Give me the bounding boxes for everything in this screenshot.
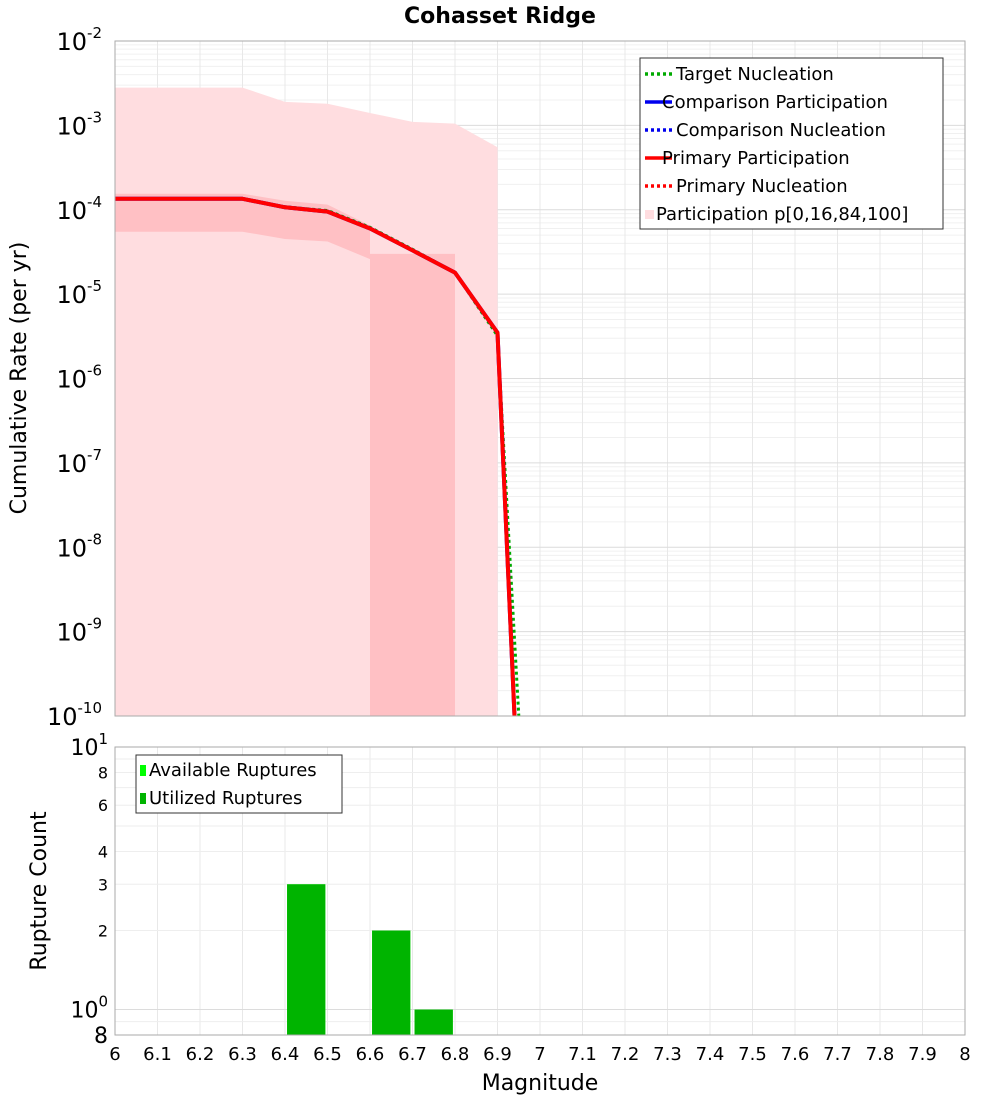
x-tick-label: 7.3 bbox=[653, 1044, 682, 1065]
x-tick-label: 7.1 bbox=[568, 1044, 597, 1065]
top-y-tick-label: 10-9 bbox=[56, 615, 102, 647]
top-y-tick-label: 10-5 bbox=[56, 277, 102, 309]
x-tick-label: 6.2 bbox=[186, 1044, 215, 1065]
top-y-tick-label: 10-10 bbox=[47, 699, 102, 731]
legend-label: Target Nucleation bbox=[675, 64, 834, 85]
legend-label: Participation p[0,16,84,100] bbox=[656, 204, 908, 225]
utilized-rupture-bar bbox=[372, 930, 411, 1035]
legend-label: Comparison Participation bbox=[662, 92, 888, 113]
x-tick-label: 7.5 bbox=[738, 1044, 767, 1065]
utilized-rupture-bar bbox=[287, 884, 326, 1035]
top-y-axis-label: Cumulative Rate (per yr) bbox=[7, 242, 32, 515]
bottom-plot-frame bbox=[114, 746, 966, 1036]
x-tick-label: 6.7 bbox=[398, 1044, 427, 1065]
legend-swatch bbox=[140, 793, 146, 804]
series-line-primary-nucleation bbox=[115, 197, 516, 717]
legend-label: Utilized Ruptures bbox=[149, 788, 302, 809]
participation-band-inner bbox=[115, 193, 455, 716]
bottom-y-tick-label: 2 bbox=[98, 922, 108, 941]
bottom-y-axis-label: Rupture Count bbox=[27, 811, 52, 971]
legend-swatch bbox=[140, 765, 146, 776]
chart-title: Cohasset Ridge bbox=[404, 4, 596, 29]
utilized-rupture-bar bbox=[414, 1009, 453, 1035]
x-tick-label: 6.5 bbox=[313, 1044, 342, 1065]
bottom-legend-box bbox=[135, 754, 343, 814]
top-legend-box bbox=[639, 57, 944, 230]
x-tick-label: 6.8 bbox=[441, 1044, 470, 1065]
legend-swatch bbox=[645, 210, 654, 219]
top-y-tick-label: 10-6 bbox=[56, 362, 102, 394]
x-tick-label: 6.9 bbox=[483, 1044, 512, 1065]
x-tick-label: 7.6 bbox=[781, 1044, 810, 1065]
x-tick-label: 7.7 bbox=[823, 1044, 852, 1065]
bottom-y-tick-label: 8 bbox=[94, 1024, 108, 1049]
top-y-tick-label: 10-8 bbox=[56, 530, 102, 562]
top-plot-frame bbox=[114, 40, 966, 717]
top-plot-panel: 10-10 10-9 10-8 10-7 10-6 10-5 10-4 10-3 10-2 Tar… bbox=[47, 24, 966, 731]
bottom-y-tick-label: 6 bbox=[98, 796, 108, 815]
x-tick-label: 7.4 bbox=[696, 1044, 725, 1065]
bottom-y-tick-label: 4 bbox=[98, 842, 108, 861]
top-y-tick-label: 10-4 bbox=[56, 193, 102, 225]
x-tick-label: 8 bbox=[959, 1044, 970, 1065]
x-tick-label: 6.6 bbox=[356, 1044, 385, 1065]
x-tick-label: 7.8 bbox=[866, 1044, 895, 1065]
x-tick-label: 7.2 bbox=[611, 1044, 640, 1065]
x-tick-label: 6 bbox=[109, 1044, 120, 1065]
bottom-y-tick-label: 100 bbox=[70, 993, 108, 1024]
bottom-y-tick-label: 101 bbox=[70, 730, 108, 761]
legend-label: Available Ruptures bbox=[149, 760, 317, 781]
x-tick-label: 6.1 bbox=[143, 1044, 172, 1065]
legend-label: Comparison Nucleation bbox=[676, 120, 886, 141]
top-y-tick-label: 10-7 bbox=[56, 446, 102, 478]
top-y-tick-label: 10-3 bbox=[56, 108, 102, 140]
x-tick-label: 6.4 bbox=[271, 1044, 300, 1065]
bottom-y-tick-label: 8 bbox=[98, 763, 108, 782]
x-axis-label: Magnitude bbox=[482, 1071, 599, 1096]
bottom-y-tick-label: 3 bbox=[98, 875, 108, 894]
x-tick-label: 6.3 bbox=[228, 1044, 257, 1065]
legend-label: Primary Participation bbox=[662, 148, 850, 169]
legend-label: Primary Nucleation bbox=[676, 176, 848, 197]
top-y-tick-label: 10-2 bbox=[56, 24, 102, 56]
x-tick-label: 7 bbox=[534, 1044, 545, 1065]
x-tick-label: 7.9 bbox=[908, 1044, 937, 1065]
